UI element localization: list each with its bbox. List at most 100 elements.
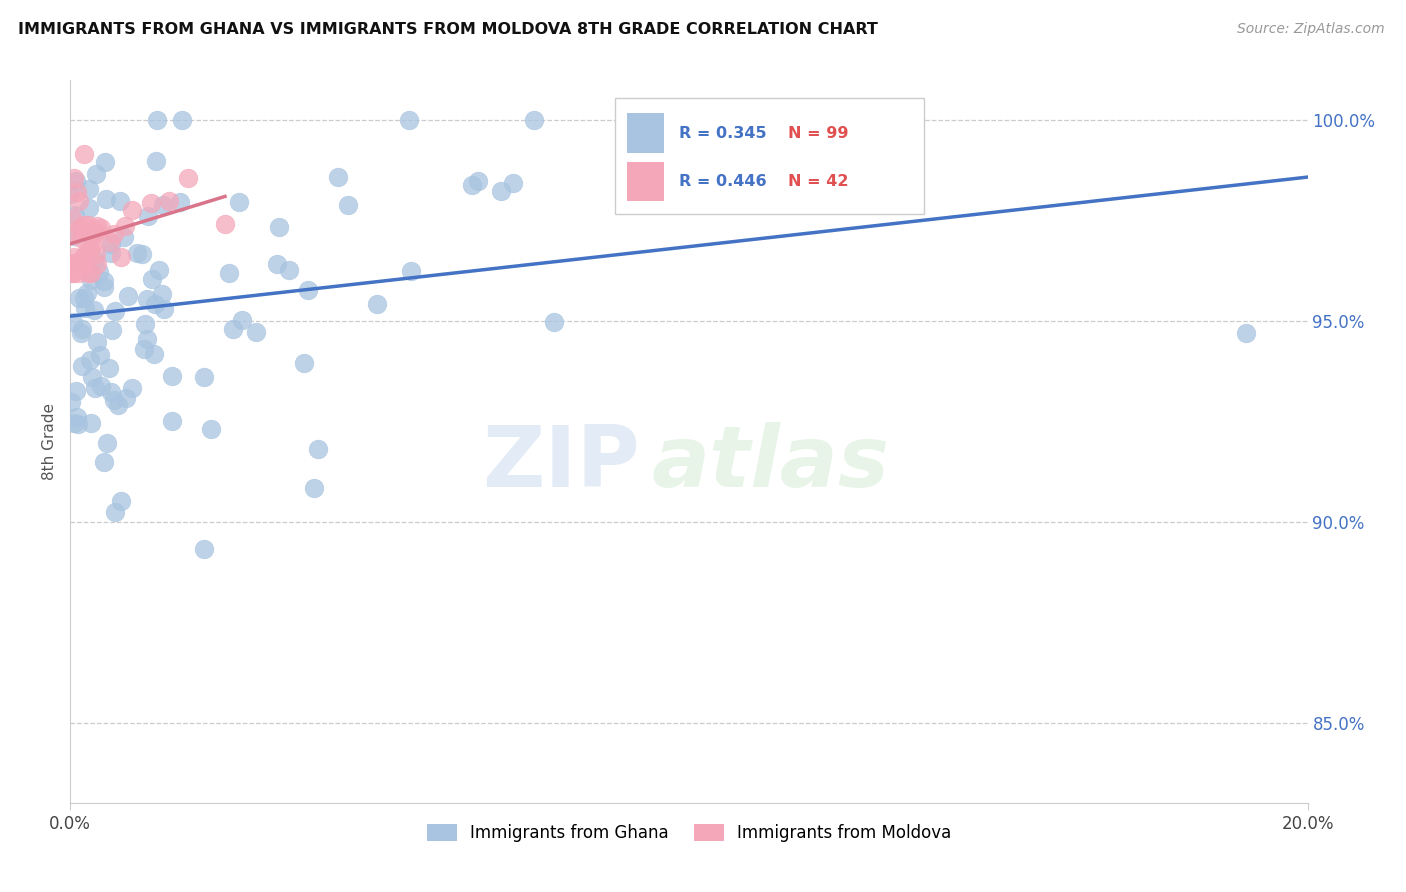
Point [84,246,107,260]
Point [152,198,174,212]
Point [89,349,111,363]
Point [107,399,129,413]
Point [76,266,98,280]
Point [67,291,90,305]
Point [112,230,135,244]
Text: ZIP: ZIP [482,422,640,505]
Point [77,201,100,215]
Point [80,227,103,241]
Point [70,326,93,340]
Point [134,318,156,332]
Point [63,228,86,243]
Point [65,208,87,222]
Point [73,225,96,239]
Point [84,167,107,181]
Point [292,356,315,370]
Point [267,220,290,235]
Point [115,391,138,405]
Point [467,174,489,188]
Point [82,224,104,238]
Point [143,296,166,310]
Point [63,416,86,430]
Point [136,292,159,306]
Point [63,171,86,186]
Point [121,381,143,395]
Point [399,264,422,278]
Point [60,266,83,280]
Point [62,227,84,242]
Point [60,257,83,271]
Point [491,184,513,198]
Point [80,273,103,287]
Point [214,217,236,231]
Text: N = 42: N = 42 [787,174,848,189]
Point [70,231,93,245]
Point [100,246,122,260]
Point [86,225,108,239]
Point [523,113,546,128]
Point [125,246,148,260]
Point [543,315,565,329]
Point [66,417,89,431]
Point [110,494,132,508]
Point [70,359,93,374]
Point [82,239,104,253]
Point [121,203,143,218]
Point [96,192,118,206]
Point [69,221,91,235]
Point [245,325,267,339]
Point [110,250,132,264]
Text: R = 0.345: R = 0.345 [679,126,766,141]
Bar [627,161,664,202]
Point [1234,326,1257,341]
Point [98,360,121,375]
Point [153,302,176,317]
Point [103,227,125,241]
Point [87,265,110,279]
Point [145,113,167,128]
Point [266,256,288,270]
Point [136,333,159,347]
Point [90,220,112,235]
Point [98,235,121,249]
Point [108,194,131,209]
Point [101,323,124,337]
Y-axis label: 8th Grade: 8th Grade [42,403,58,480]
Point [117,289,139,303]
Point [62,315,84,329]
Point [132,343,155,357]
Point [93,274,115,288]
Point [77,181,100,195]
Point [73,291,96,305]
Point [67,194,90,208]
Point [80,370,103,384]
Point [278,263,301,277]
Point [193,541,215,556]
Point [73,301,96,315]
Point [307,442,329,456]
Point [131,247,153,261]
Point [502,176,524,190]
Point [170,113,193,128]
Point [76,286,98,301]
Point [59,395,82,409]
Point [60,211,83,225]
Point [366,297,388,311]
Point [157,194,180,208]
Point [86,257,108,271]
Point [80,266,103,280]
Bar [614,98,924,214]
Point [62,266,84,280]
Point [145,153,167,168]
Point [150,287,173,301]
Point [177,171,200,186]
Point [62,256,84,270]
Point [73,258,96,272]
Point [83,252,105,267]
Point [100,236,122,251]
Point [63,250,86,264]
Text: Source: ZipAtlas.com: Source: ZipAtlas.com [1237,22,1385,37]
Point [79,244,101,258]
Point [70,321,93,335]
Point [337,198,360,212]
